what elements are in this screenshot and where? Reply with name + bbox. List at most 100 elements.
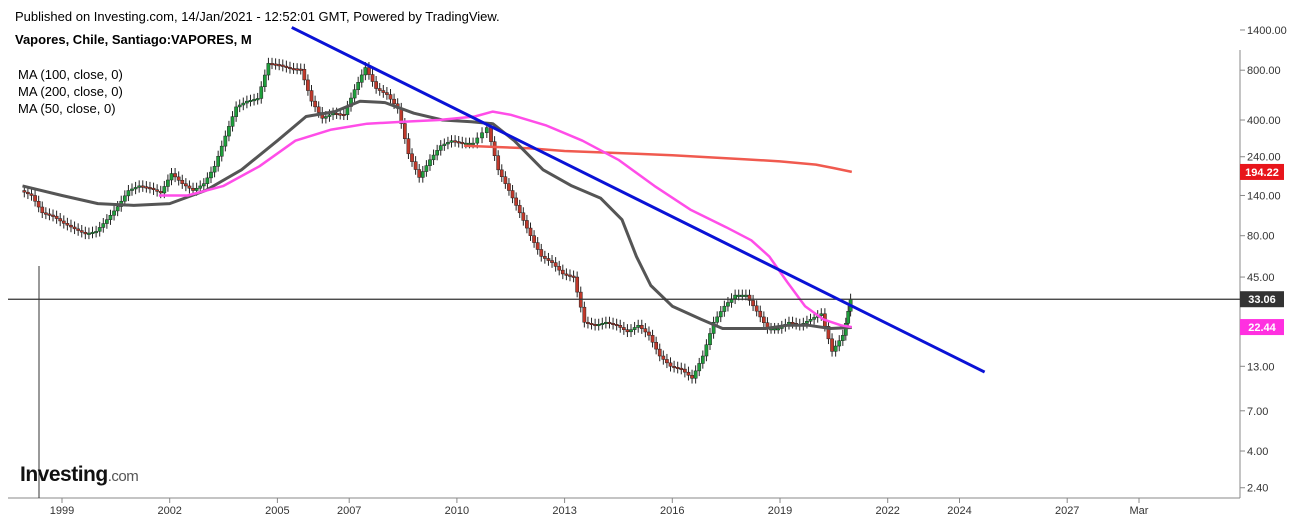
y-tick-label: 800.00 <box>1247 65 1281 77</box>
candle-body <box>252 99 256 102</box>
candle-body <box>754 305 759 312</box>
candle-body <box>201 183 206 187</box>
y-tick-label: 240.00 <box>1247 152 1281 164</box>
candle-body <box>309 90 314 102</box>
candle-body <box>72 226 77 230</box>
candle-body <box>647 331 651 336</box>
candle-body <box>471 142 475 145</box>
candle-body <box>507 183 511 191</box>
candle-body <box>593 324 597 327</box>
candle-body <box>219 145 224 157</box>
current-price-tag: 33.06 <box>1248 294 1276 306</box>
candle-body <box>385 92 389 95</box>
candle-body <box>122 195 127 202</box>
symbol-title: Vapores, Chile, Santiago:VAPORES, M <box>15 32 252 47</box>
candle-body <box>198 185 203 189</box>
candle-body <box>158 191 163 194</box>
candle-body <box>108 215 113 220</box>
candle-body <box>846 311 851 324</box>
candle-body <box>291 68 296 71</box>
candle-body <box>464 142 468 145</box>
candle-body <box>47 213 52 216</box>
x-tick-label: 2016 <box>660 505 684 517</box>
candle-body <box>97 227 102 232</box>
candle-body <box>352 89 357 99</box>
candle-body <box>700 355 705 364</box>
candle-body <box>424 165 429 172</box>
ma200-line <box>464 144 853 174</box>
trendline[interactable] <box>291 26 986 374</box>
ma50-price-tag-bg <box>1240 319 1284 336</box>
candle-body <box>726 302 730 307</box>
candle-body <box>22 190 27 193</box>
candle-body <box>126 190 131 197</box>
candle-body <box>237 104 242 108</box>
candle-body <box>564 273 569 276</box>
y-tick-label: 13.00 <box>1247 361 1275 373</box>
candle-body <box>216 155 221 167</box>
candle-body <box>708 333 712 346</box>
candle-body <box>747 294 752 301</box>
y-tick-label: 400.00 <box>1247 115 1281 127</box>
candle-body <box>381 90 386 93</box>
candle-body <box>223 135 228 147</box>
candle-body <box>837 340 842 347</box>
candle-body <box>140 185 145 188</box>
candle-body <box>629 329 633 333</box>
candle-body <box>740 294 745 297</box>
candle-body <box>438 145 443 151</box>
candle-body <box>151 187 156 191</box>
candle-body <box>43 212 48 215</box>
x-tick-label: 2013 <box>552 505 576 517</box>
candle-body <box>442 143 447 146</box>
candle-body <box>539 249 544 257</box>
candle-body <box>374 81 378 89</box>
candle-body <box>532 235 536 243</box>
candle-body <box>761 316 766 323</box>
y-tick-label: 80.00 <box>1247 231 1275 243</box>
candle-body <box>166 179 170 187</box>
candle-body <box>607 321 612 324</box>
ma200-price-tag: 194.22 <box>1245 167 1279 179</box>
candle-body <box>826 326 831 340</box>
candle-body <box>475 137 480 144</box>
y-tick-label: 1400.00 <box>1247 25 1287 37</box>
ma100-line <box>22 99 852 330</box>
legend-ma50[interactable]: MA (50, close, 0) <box>18 101 116 116</box>
candle-body <box>600 323 605 326</box>
candle-body <box>51 214 55 217</box>
candle-body <box>693 370 698 379</box>
candle-body <box>273 63 278 66</box>
legend-ma100[interactable]: MA (100, close, 0) <box>18 67 123 82</box>
candle-body <box>722 305 727 312</box>
candle-body <box>704 344 709 357</box>
candle-body <box>575 276 580 293</box>
candle-body <box>453 140 457 143</box>
candle-body <box>568 274 572 277</box>
candle-body <box>262 74 267 87</box>
legend-ma200[interactable]: MA (200, close, 0) <box>18 84 123 99</box>
candle-body <box>525 220 529 229</box>
candle-body <box>431 154 436 161</box>
candle-body <box>808 319 813 322</box>
candle-body <box>571 275 576 278</box>
candle-body <box>480 132 484 139</box>
candle-body <box>90 231 95 234</box>
candle-body <box>428 159 432 166</box>
candle-body <box>324 116 328 119</box>
x-tick-label: 2002 <box>157 505 181 517</box>
candle-body <box>334 112 339 115</box>
candle-body <box>586 321 590 324</box>
investing-logo: Investing.com <box>20 463 139 486</box>
candle-body <box>654 341 658 350</box>
candle-body <box>528 227 533 236</box>
candle-body <box>288 67 292 70</box>
candle-body <box>672 366 676 369</box>
candle-body <box>230 116 235 127</box>
candle-body <box>33 195 37 202</box>
x-tick-label: 2024 <box>947 505 971 517</box>
candle-body <box>377 88 382 91</box>
indicator-legend: MA (100, close, 0) MA (200, close, 0) MA… <box>18 66 123 117</box>
candle-body <box>643 328 648 333</box>
